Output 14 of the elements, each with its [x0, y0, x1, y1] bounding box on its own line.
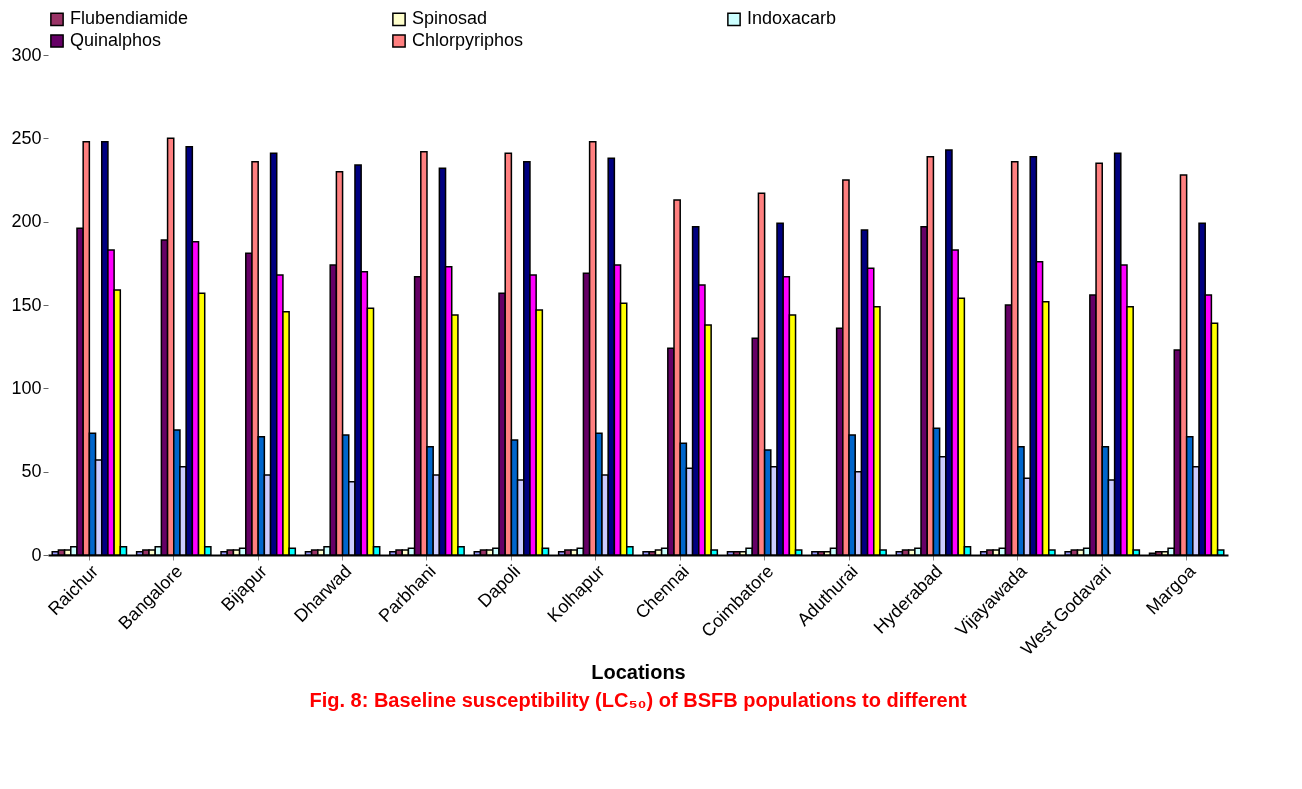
- y-tick-label: 300: [11, 44, 42, 65]
- y-tick-label: 100: [11, 377, 42, 398]
- text: Fig. 8: Baseline susceptibility (LC₅₀) of BSFB populations to different: [309, 688, 967, 711]
- y-tick-label: 150: [11, 294, 42, 315]
- y-tick-label: 200: [11, 211, 42, 232]
- legend-label: Quinalphos: [70, 30, 162, 50]
- legend-label: Chlorpyriphos: [412, 30, 524, 50]
- x-axis-title: Locations: [591, 661, 686, 684]
- y-tick-label: 0: [31, 544, 42, 565]
- legend-label: Spinosad: [412, 8, 488, 29]
- y-tick-label: 250: [11, 127, 42, 148]
- legend-label: Flubendiamide: [70, 8, 189, 29]
- legend-label: Indoxacarb: [747, 8, 837, 29]
- y-tick-label: 50: [21, 461, 42, 482]
